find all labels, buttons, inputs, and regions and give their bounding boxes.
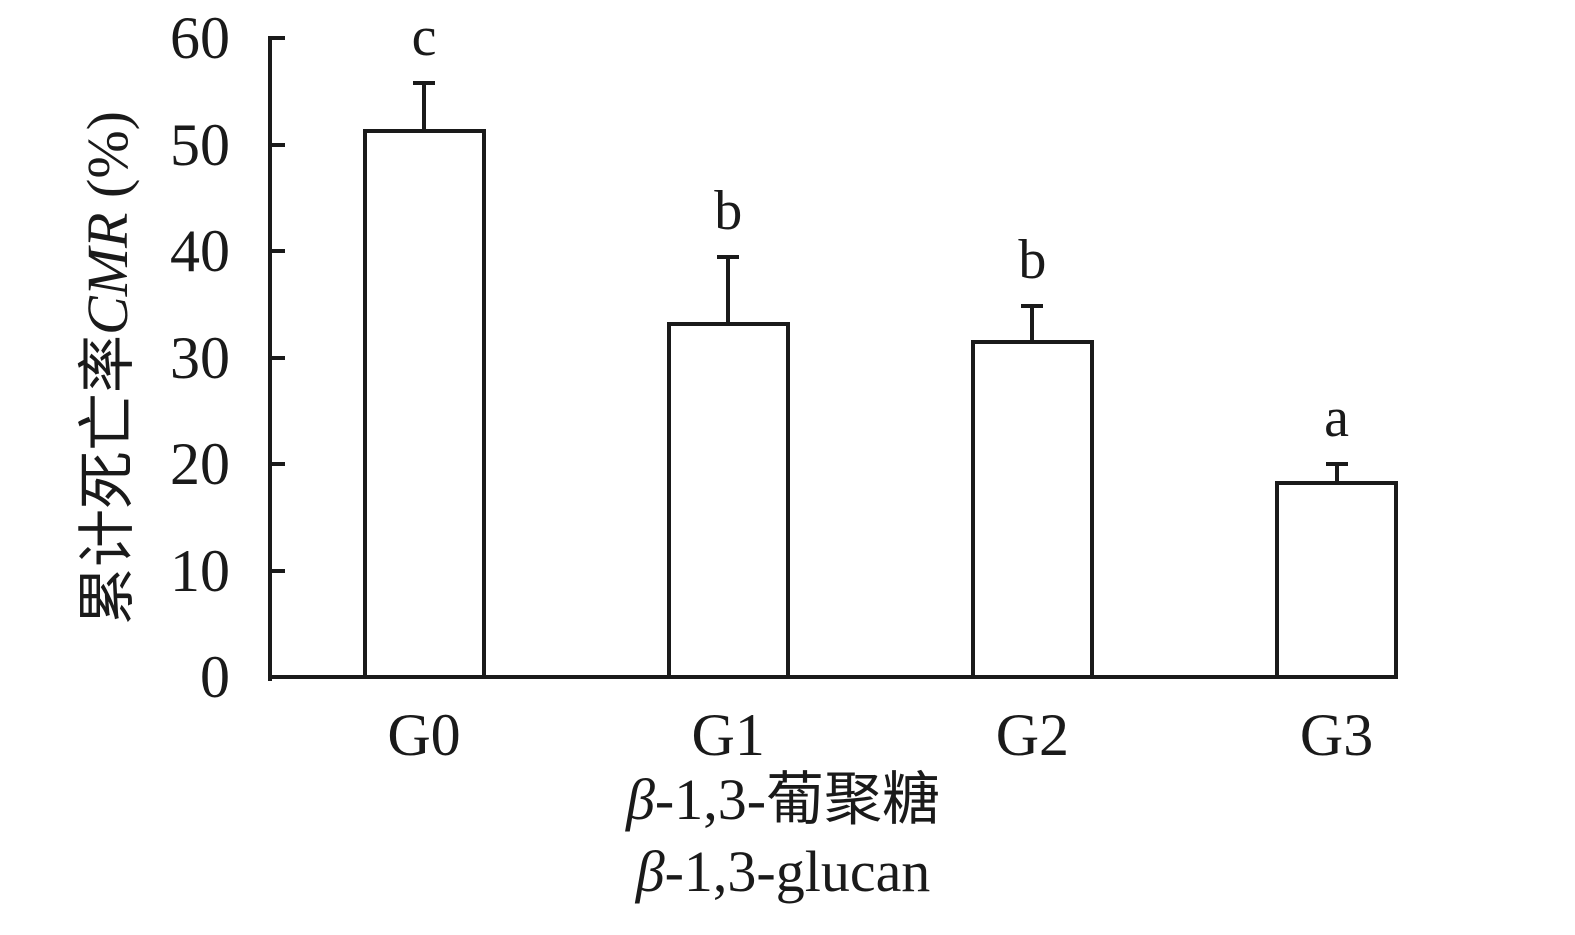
y-tick-mark xyxy=(272,249,285,253)
y-tick-label: 0 xyxy=(200,644,230,710)
x-category-label-G0: G0 xyxy=(387,702,461,768)
y-tick-mark xyxy=(272,36,285,40)
x-category-label-G2: G2 xyxy=(995,702,1070,768)
significance-letter-G3: a xyxy=(1324,387,1350,449)
y-tick-label: 60 xyxy=(170,5,230,71)
y-tick-label: 10 xyxy=(170,537,230,604)
y-tick-mark xyxy=(272,355,285,360)
x-axis-title-cn-text: -1,3-葡聚糖 xyxy=(654,767,941,832)
error-bar-stem-G3 xyxy=(1334,464,1339,482)
y-axis-title: 累计死亡率CMR (%) xyxy=(75,111,140,625)
bar-G0 xyxy=(362,128,486,679)
x-category-label-G1: G1 xyxy=(691,702,765,768)
y-axis-title-cn: 累计死亡率 xyxy=(75,334,140,625)
beta-symbol: β xyxy=(625,767,655,832)
significance-letter-G2: b xyxy=(1018,229,1047,292)
y-axis-title-italic: CMR xyxy=(75,212,140,335)
error-bar-cap-G3 xyxy=(1325,462,1348,466)
x-category-label-G3: G3 xyxy=(1299,702,1374,768)
y-tick-mark xyxy=(272,568,285,573)
y-tick-label: 30 xyxy=(170,324,230,391)
beta-symbol: β xyxy=(635,839,665,904)
x-axis-line xyxy=(268,675,1398,679)
error-bar-cap-G1 xyxy=(717,255,740,260)
y-axis-line xyxy=(268,36,272,681)
x-axis-title-en: β-1,3-glucan xyxy=(283,836,1283,908)
y-tick-mark xyxy=(272,142,285,147)
error-bar-stem-G1 xyxy=(726,257,731,323)
bar-G1 xyxy=(666,322,790,679)
y-tick-label: 20 xyxy=(170,431,230,497)
x-axis-title-cn: β-1,3-葡聚糖 xyxy=(283,764,1283,836)
y-tick-label: 50 xyxy=(170,111,230,178)
y-tick-mark xyxy=(272,462,285,466)
y-tick-label: 40 xyxy=(170,218,230,284)
significance-letter-G1: b xyxy=(714,180,743,243)
error-bar-cap-G0 xyxy=(413,80,435,85)
error-bar-stem-G0 xyxy=(422,82,426,129)
y-axis-title-unit: (%) xyxy=(75,111,140,213)
significance-letter-G0: c xyxy=(411,5,437,68)
x-axis-title-en-text: -1,3-glucan xyxy=(664,839,931,904)
bar-G2 xyxy=(970,340,1094,679)
bar-G3 xyxy=(1275,481,1399,679)
error-bar-cap-G2 xyxy=(1021,304,1044,309)
error-bar-stem-G2 xyxy=(1030,306,1035,341)
x-axis-title: β-1,3-葡聚糖 β-1,3-glucan xyxy=(283,764,1283,908)
